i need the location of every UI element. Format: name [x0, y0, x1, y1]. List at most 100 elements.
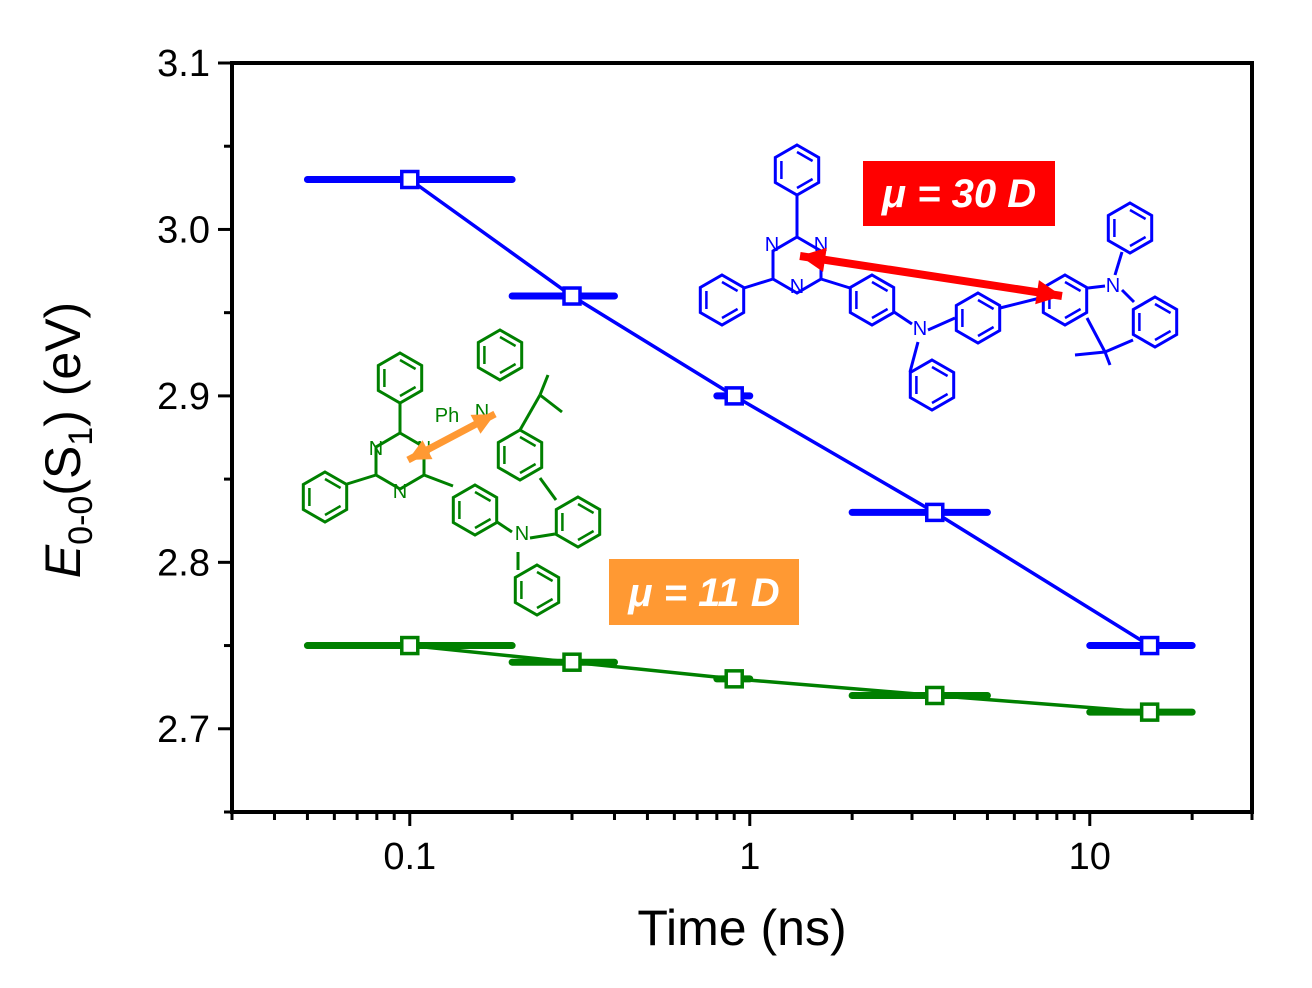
y-label-e: E [35, 544, 91, 578]
bond [1120, 288, 1136, 304]
double-bond [536, 597, 554, 610]
bond [518, 394, 542, 431]
annotation-30D: μ = 30 D [881, 172, 1036, 216]
bond [538, 374, 550, 396]
double-bond [796, 177, 814, 190]
double-bond [1129, 235, 1147, 248]
y-label-sub2: 1 [62, 427, 100, 446]
double-bond [796, 150, 814, 163]
bond [1074, 350, 1106, 357]
bond [1113, 251, 1124, 276]
y-label-mid: (S [35, 446, 91, 496]
x-axis-label: Time (ns) [637, 900, 846, 956]
bond [423, 473, 454, 488]
bond [1087, 284, 1106, 290]
double-bond [499, 335, 517, 348]
data-point [724, 669, 744, 689]
dipole-arrow [799, 252, 1063, 300]
arrow-head [1035, 280, 1062, 305]
acridine-ring [496, 428, 544, 482]
x-tick-label: 0.1 [383, 836, 436, 878]
svg-text:E0-0(S1) (eV): E0-0(S1) (eV) [35, 302, 100, 578]
double-bond [1064, 280, 1082, 293]
atom-label: N [393, 481, 407, 503]
bond [1103, 351, 1112, 366]
double-bond [977, 298, 995, 311]
bond [346, 473, 377, 486]
y-label-end: ) (eV) [35, 302, 91, 427]
bond [743, 277, 774, 290]
bond [1085, 317, 1107, 353]
double-bond [931, 365, 949, 378]
atom-label: N [913, 318, 927, 340]
data-point [562, 286, 582, 306]
double-bond [871, 280, 889, 293]
bond [999, 296, 1041, 310]
double-bond [871, 307, 889, 320]
double-bond [399, 358, 417, 371]
series-layer [303, 169, 1196, 722]
bond [529, 532, 556, 540]
carbazole-ring [513, 563, 561, 617]
axes: 0.1 1 10 2.7 2.8 2.9 3.0 3.1 [157, 43, 1254, 878]
carbazole-ring [954, 291, 1002, 345]
double-bond [324, 477, 342, 490]
double-bond [577, 529, 595, 542]
double-bond [474, 490, 492, 503]
phenyl-ring [1106, 201, 1154, 255]
double-bond [1129, 208, 1147, 221]
annotation-11D: μ = 11 D [627, 571, 779, 615]
phenylene-ring [848, 273, 896, 327]
atom-label: N [765, 234, 779, 256]
y-tick-label: 2.9 [157, 376, 210, 418]
data-point [925, 502, 945, 523]
double-bond [324, 504, 342, 517]
arrow-head [800, 247, 827, 272]
data-point [400, 169, 420, 190]
atom-label: N [515, 523, 529, 545]
bond [538, 477, 558, 501]
double-bond [1154, 302, 1172, 315]
atom-label: N [369, 438, 383, 460]
series-0 [303, 169, 1196, 656]
molecule-structures: NNNNNNNNNNPh [301, 143, 1179, 617]
y-tick-label: 2.7 [157, 709, 210, 751]
annotation-11D-box [609, 559, 799, 625]
bond [820, 277, 851, 290]
double-bond [519, 462, 537, 475]
y-label-sub1: 0-0 [62, 496, 100, 545]
double-bond [721, 280, 739, 293]
data-point [1139, 635, 1160, 656]
bond [1104, 338, 1134, 354]
double-bond [721, 307, 739, 320]
data-point [400, 635, 420, 656]
double-bond [1064, 307, 1082, 320]
y-axis-label: E0-0(S1) (eV) [35, 302, 100, 578]
annotation-30D-box [863, 161, 1055, 226]
double-bond [931, 392, 949, 405]
acridine-ring [1131, 295, 1179, 349]
double-bond [577, 502, 595, 515]
series-1 [303, 635, 1196, 722]
carbazole-ring [908, 358, 956, 412]
double-bond [536, 570, 554, 583]
data-point [562, 652, 582, 672]
data-point [925, 685, 945, 706]
phenyl-ring [698, 273, 746, 327]
atom-label: N [1106, 275, 1120, 297]
series-line [409, 643, 1150, 714]
phenylene-ring [451, 483, 499, 537]
data-point [1139, 702, 1160, 722]
carbazole-ring [554, 495, 602, 549]
atom-label: Ph [435, 405, 459, 427]
arrow-head [408, 440, 433, 460]
bond [496, 520, 513, 534]
y-tick-label: 3.0 [157, 209, 210, 251]
bond [908, 341, 920, 373]
plot-frame [230, 61, 1254, 814]
double-bond [399, 385, 417, 398]
y-tick-label: 2.8 [157, 542, 210, 584]
phenyl-ring [301, 470, 349, 524]
y-tick-label: 3.1 [157, 43, 210, 85]
